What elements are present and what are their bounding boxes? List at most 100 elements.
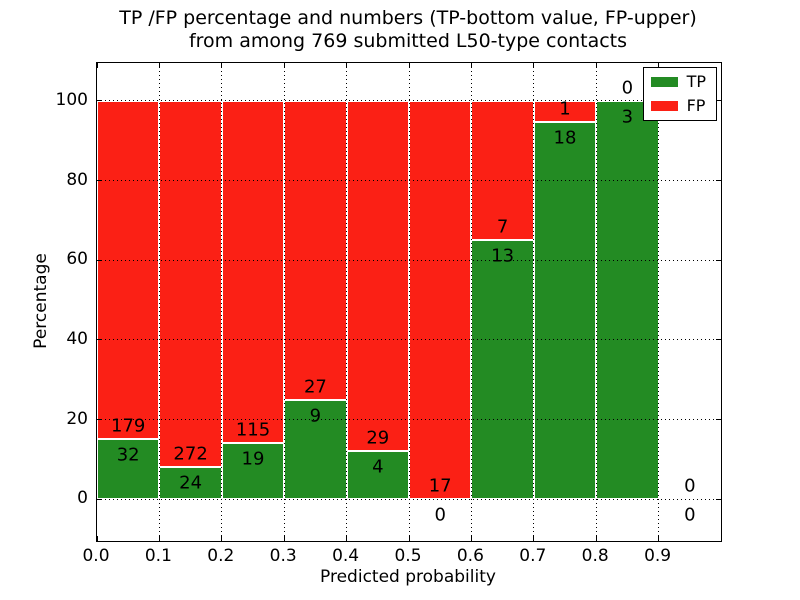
x-tick-mark [595,536,597,541]
tp-bar [221,442,285,500]
y-tick-mark [97,259,102,261]
y-tick-mark [716,259,721,261]
tp-bar [533,121,597,500]
x-tick-mark [158,63,160,68]
y-tick-mark [97,180,102,181]
x-tick-label: 0.0 [82,546,110,566]
x-tick-mark [221,536,223,541]
x-tick-label: 0.8 [581,546,609,566]
x-tick-label: 0.9 [644,546,672,566]
x-tick-mark [470,63,472,68]
tp-bar [97,438,160,500]
y-tick-label: 80 [66,169,88,190]
x-tick-label: 0.7 [519,546,547,566]
tp-count-label: 4 [372,456,384,478]
plot-area: TP FP 179 32 272 24 115 19 27 9 29 4 17 0 7 13 1 18 0 3 0 0 [96,62,722,542]
y-tick-mark [716,339,721,341]
fp-count-label: 17 [428,475,452,497]
fp-count-label: 272 [173,443,208,465]
fp-bar [284,100,347,400]
x-tick-mark [283,63,285,68]
x-tick-mark [96,63,98,68]
x-tick-mark [158,536,160,541]
v-gridline [533,63,535,541]
legend-item-fp: FP [650,96,706,115]
v-gridline [470,63,472,541]
v-gridline [346,63,348,541]
tp-count-label: 13 [491,245,515,267]
x-tick-mark [96,536,98,541]
tp-bar [346,450,409,500]
y-tick-label: 20 [66,408,88,429]
fp-bar [97,100,160,439]
x-tick-label: 0.1 [144,546,172,566]
x-tick-mark [533,536,535,541]
x-tick-label: 0.6 [456,546,484,566]
x-tick-mark [658,536,660,541]
x-tick-label: 0.4 [332,546,360,566]
y-tick-mark [97,100,102,102]
y-tick-mark [716,180,721,181]
chart-title-line1: TP /FP percentage and numbers (TP-bottom… [119,7,697,29]
x-tick-mark [346,63,348,68]
y-tick-mark [716,100,721,102]
tp-count-label: 32 [116,444,140,466]
chart-title-line2: from among 769 submitted L50-type contac… [188,30,628,52]
legend-item-tp: TP [650,72,706,91]
y-tick-label: 60 [66,249,88,270]
tp-count-label: 24 [179,472,203,494]
x-tick-mark [470,536,472,541]
y-tick-mark [716,498,721,500]
tp-count-label: 0 [684,504,696,526]
y-tick-label: 0 [77,488,88,509]
v-gridline [221,63,223,541]
fp-count-label: 1 [559,98,571,120]
tp-count-label: 0 [434,504,446,526]
x-tick-mark [221,63,223,68]
v-gridline [158,63,160,541]
x-axis-label: Predicted probability [320,567,496,587]
x-tick-mark [408,536,410,541]
x-tick-mark [283,536,285,541]
fp-bar [221,100,285,443]
y-tick-mark [97,498,102,500]
x-tick-mark [346,536,348,541]
tp-bar [471,240,534,500]
v-gridline [408,63,410,541]
fp-bar [471,100,534,241]
tp-bar [159,466,222,500]
chart-title: TP /FP percentage and numbers (TP-bottom… [96,7,720,53]
fp-count-label: 27 [303,376,327,398]
fp-count-label: 29 [366,427,390,449]
tp-count-label: 19 [241,448,265,470]
legend-swatch-tp [650,77,678,87]
x-tick-mark [408,63,410,68]
legend-swatch-fp [650,101,678,111]
x-tick-mark [595,63,597,68]
y-tick-mark [97,339,102,341]
legend-label: TP [686,72,706,91]
v-gridline [595,63,597,541]
y-axis-label-wrap: Percentage [30,62,52,540]
x-tick-label: 0.3 [269,546,297,566]
fp-bar [346,100,409,451]
y-tick-label: 40 [66,328,88,349]
tp-count-label: 3 [621,106,634,128]
x-tick-label: 0.2 [207,546,235,566]
y-tick-label: 100 [55,89,88,110]
x-tick-label: 0.5 [394,546,422,566]
tp-count-label: 9 [309,405,322,427]
v-gridline [283,63,285,541]
legend-label: FP [686,96,706,115]
fp-count-label: 0 [621,77,634,99]
fp-count-label: 115 [235,419,271,441]
y-tick-mark [716,419,721,420]
tp-bar [596,100,659,500]
tp-count-label: 18 [553,127,577,149]
legend: TP FP [642,67,717,121]
tp-bar [284,399,347,500]
fp-count-label: 0 [684,475,696,497]
fp-count-label: 7 [496,216,509,238]
fp-bar [159,100,222,467]
